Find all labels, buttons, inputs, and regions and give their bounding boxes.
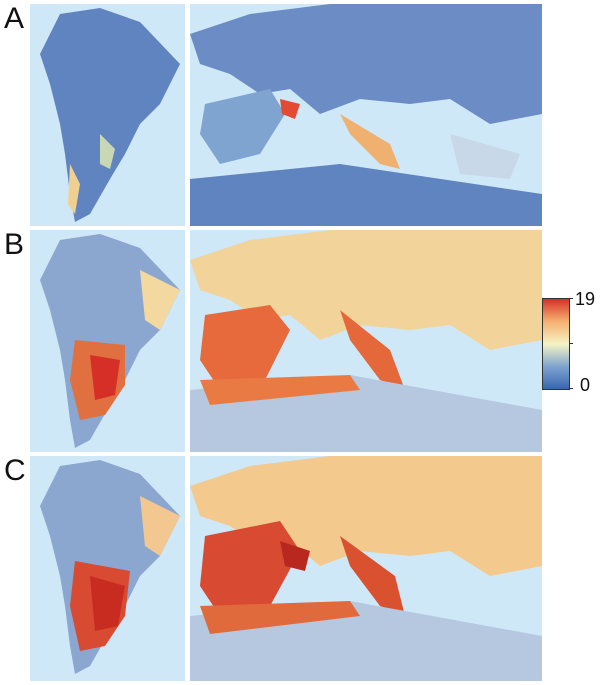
color-scale-legend xyxy=(542,298,570,390)
panel-label-a: A xyxy=(4,2,25,35)
europe-map-c xyxy=(190,456,542,681)
europe-map-a-svg xyxy=(190,4,542,226)
south-america-map-a xyxy=(30,4,185,226)
legend-tick-min xyxy=(569,388,573,389)
south-america-map-b-svg xyxy=(40,234,180,448)
south-america-map-b xyxy=(30,230,185,452)
legend-max-label: 19 xyxy=(575,289,596,309)
europe-map-b xyxy=(190,230,542,452)
legend-min-label: 0 xyxy=(580,375,591,395)
europe-map-c-svg xyxy=(190,456,542,681)
panel-label-c: C xyxy=(4,454,26,487)
south-america-map-a-svg xyxy=(40,8,180,222)
south-america-map-c-svg xyxy=(40,460,180,674)
south-america-map-c xyxy=(30,456,185,681)
europe-map-a xyxy=(190,4,542,226)
legend-tick-mid xyxy=(569,343,573,344)
europe-map-b-svg xyxy=(190,230,542,452)
panel-label-b: B xyxy=(4,228,25,261)
legend-tick-max xyxy=(569,298,573,299)
